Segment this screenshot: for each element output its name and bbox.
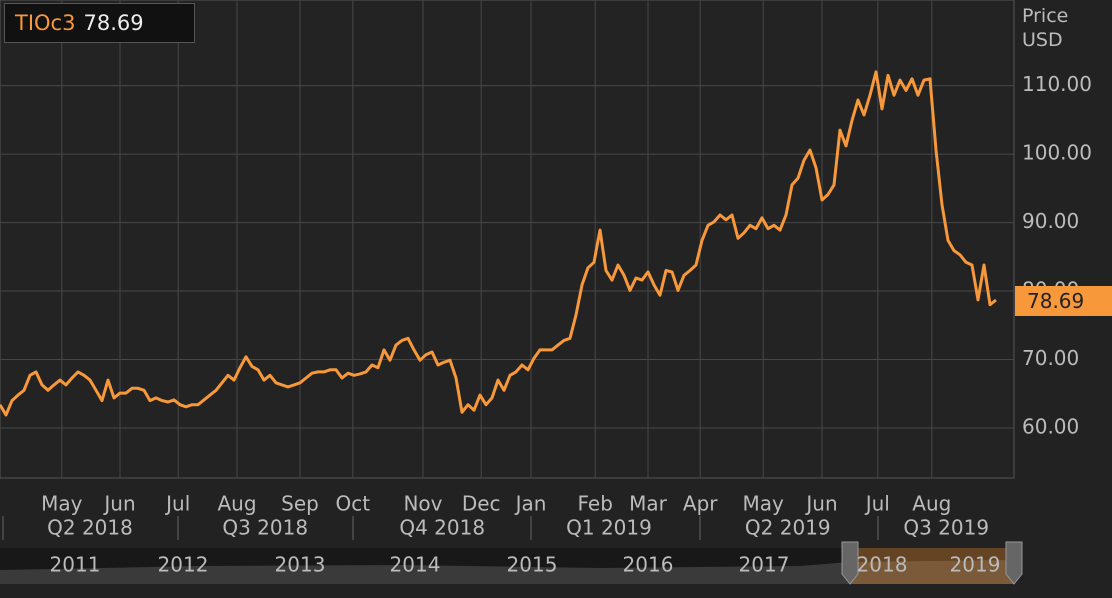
x-tick-label: Mar (629, 492, 668, 516)
quarter-label: Q2 2018 (47, 516, 133, 540)
quarter-label: Q3 2018 (222, 516, 308, 540)
last-price-label: 78.69 (1015, 286, 1112, 316)
navigator-year: 2017 (739, 553, 790, 577)
x-tick-label: Aug (912, 492, 951, 516)
navigator-range[interactable] (850, 548, 1014, 584)
legend-value: 78.69 (83, 11, 144, 35)
y-tick-label: 110.00 (1022, 72, 1092, 96)
x-tick-label: Jun (102, 492, 135, 516)
y-tick-label: 70.00 (1022, 346, 1079, 370)
x-tick-label: Dec (462, 492, 501, 516)
navigator-year: 2014 (390, 553, 441, 577)
plot-area (0, 0, 1015, 479)
x-tick-label: Nov (403, 492, 442, 516)
y-tick-label: 60.00 (1022, 415, 1079, 439)
x-tick-label: Apr (683, 492, 718, 516)
navigator-silhouette (0, 560, 1014, 584)
y-axis-label: Price USD (1022, 5, 1069, 51)
x-tick-label: May (41, 492, 83, 516)
navigator-year: 2011 (50, 553, 101, 577)
quarter-separators (2, 516, 879, 540)
x-tick-label: Jul (164, 492, 190, 516)
y-tick-label: 90.00 (1022, 209, 1079, 233)
x-tick-label: Feb (577, 492, 612, 516)
legend-name: TIOc3 (15, 11, 76, 35)
navigator-year: 2015 (507, 553, 558, 577)
x-tick-label: Sep (281, 492, 319, 516)
navigator-year: 2018 (857, 553, 908, 577)
quarter-label: Q4 2018 (399, 516, 485, 540)
navigator-handle[interactable] (841, 541, 859, 585)
navigator-year: 2019 (950, 553, 1001, 577)
x-tick-label: Jun (804, 492, 837, 516)
quarter-label: Q3 2019 (903, 516, 989, 540)
x-tick-label: Jul (864, 492, 890, 516)
quarter-label: Q2 2019 (745, 516, 831, 540)
x-tick-label: Aug (217, 492, 256, 516)
legend: TIOc3 78.69 (4, 3, 195, 43)
x-tick-label: Jan (514, 492, 547, 516)
price-line (0, 70, 997, 417)
navigator-handle[interactable] (1005, 541, 1023, 585)
quarter-label: Q1 2019 (566, 516, 652, 540)
navigator-year: 2016 (623, 553, 674, 577)
x-tick-label: Oct (336, 492, 371, 516)
navigator-year: 2013 (275, 553, 326, 577)
y-tick-label: 100.00 (1022, 141, 1092, 165)
navigator-year: 2012 (158, 553, 209, 577)
x-tick-label: May (743, 492, 785, 516)
